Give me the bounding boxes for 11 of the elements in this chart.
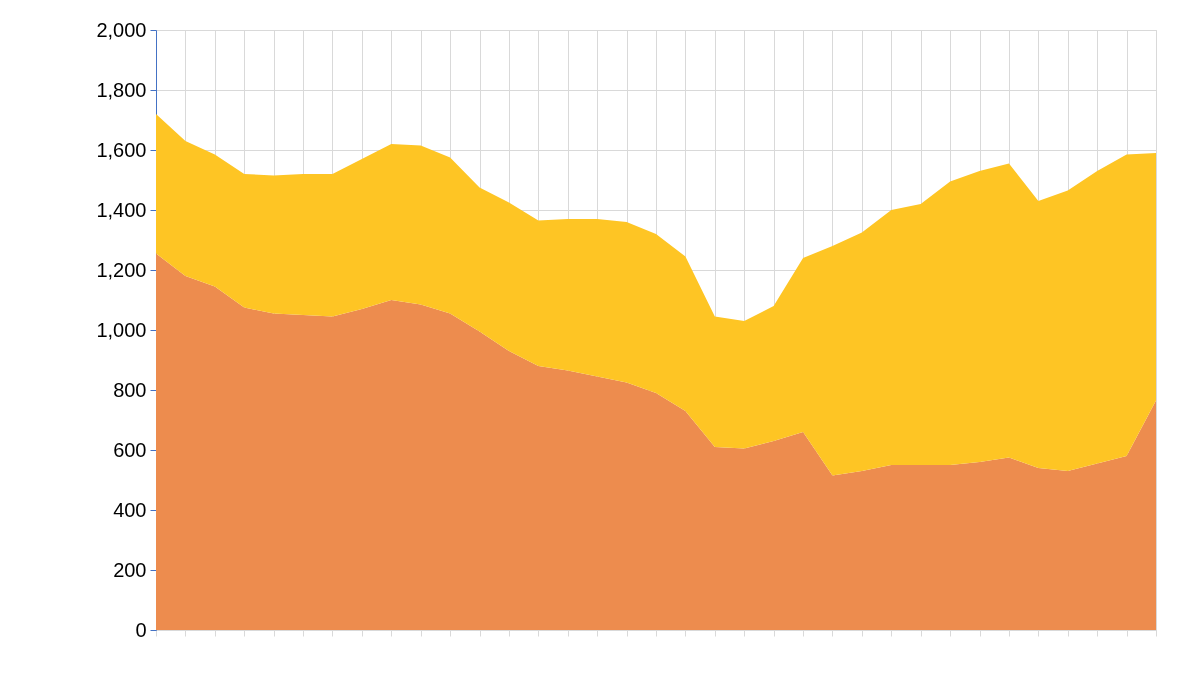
y-tick-label: 2,000 (96, 18, 147, 41)
y-tick-label: 1,600 (96, 138, 147, 161)
y-tick-label: 600 (113, 438, 147, 461)
y-tick-label: 0 (135, 618, 147, 641)
y-tick-label: 200 (113, 558, 147, 581)
y-tick-label: 800 (113, 378, 147, 401)
y-tick-label: 400 (113, 498, 147, 521)
y-tick-label: 1,000 (96, 318, 147, 341)
y-tick-label: 1,200 (96, 258, 147, 281)
y-tick-label: 1,800 (96, 78, 147, 101)
y-tick-label: 1,400 (96, 198, 147, 221)
